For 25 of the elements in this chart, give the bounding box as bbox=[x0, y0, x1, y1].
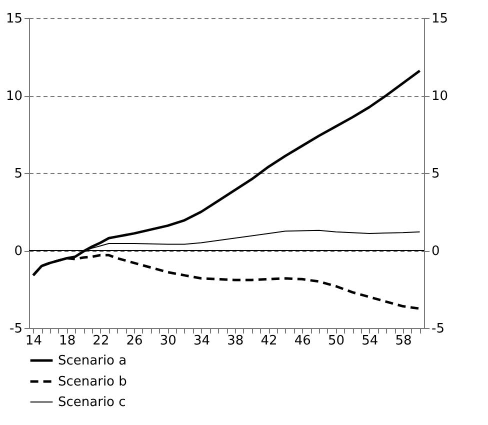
x-tick-label: 54 bbox=[362, 334, 378, 348]
x-tick-label: 26 bbox=[126, 334, 143, 348]
y2-tick-label: -5 bbox=[432, 322, 444, 336]
x-tick-label: 46 bbox=[294, 334, 311, 348]
y2-tick-label: 0 bbox=[432, 244, 440, 259]
y-tick-label: 10 bbox=[6, 89, 22, 104]
y-tick-label: -5 bbox=[10, 322, 22, 336]
y-tick-label: 15 bbox=[6, 12, 22, 26]
y2-tick-label: 5 bbox=[432, 166, 440, 182]
y2-tick-label: 10 bbox=[432, 89, 448, 104]
y-tick-label: 5 bbox=[14, 166, 22, 182]
x-tick-label: 50 bbox=[328, 334, 345, 348]
legend-label: Scenario b bbox=[58, 374, 127, 390]
x-tick-label: 22 bbox=[92, 334, 110, 348]
y2-tick-label: 15 bbox=[432, 12, 448, 26]
x-tick-label: 42 bbox=[260, 334, 278, 348]
x-tick-label: 38 bbox=[227, 334, 244, 348]
y-tick-label: 0 bbox=[14, 244, 22, 259]
legend-label: Scenario a bbox=[58, 354, 127, 368]
x-tick-label: 14 bbox=[25, 334, 42, 348]
legend-label: Scenario c bbox=[58, 395, 126, 410]
x-tick-label: 58 bbox=[395, 334, 412, 348]
x-tick-label: 18 bbox=[59, 334, 76, 348]
x-tick-label: 34 bbox=[194, 334, 210, 348]
x-tick-label: 30 bbox=[160, 334, 176, 348]
